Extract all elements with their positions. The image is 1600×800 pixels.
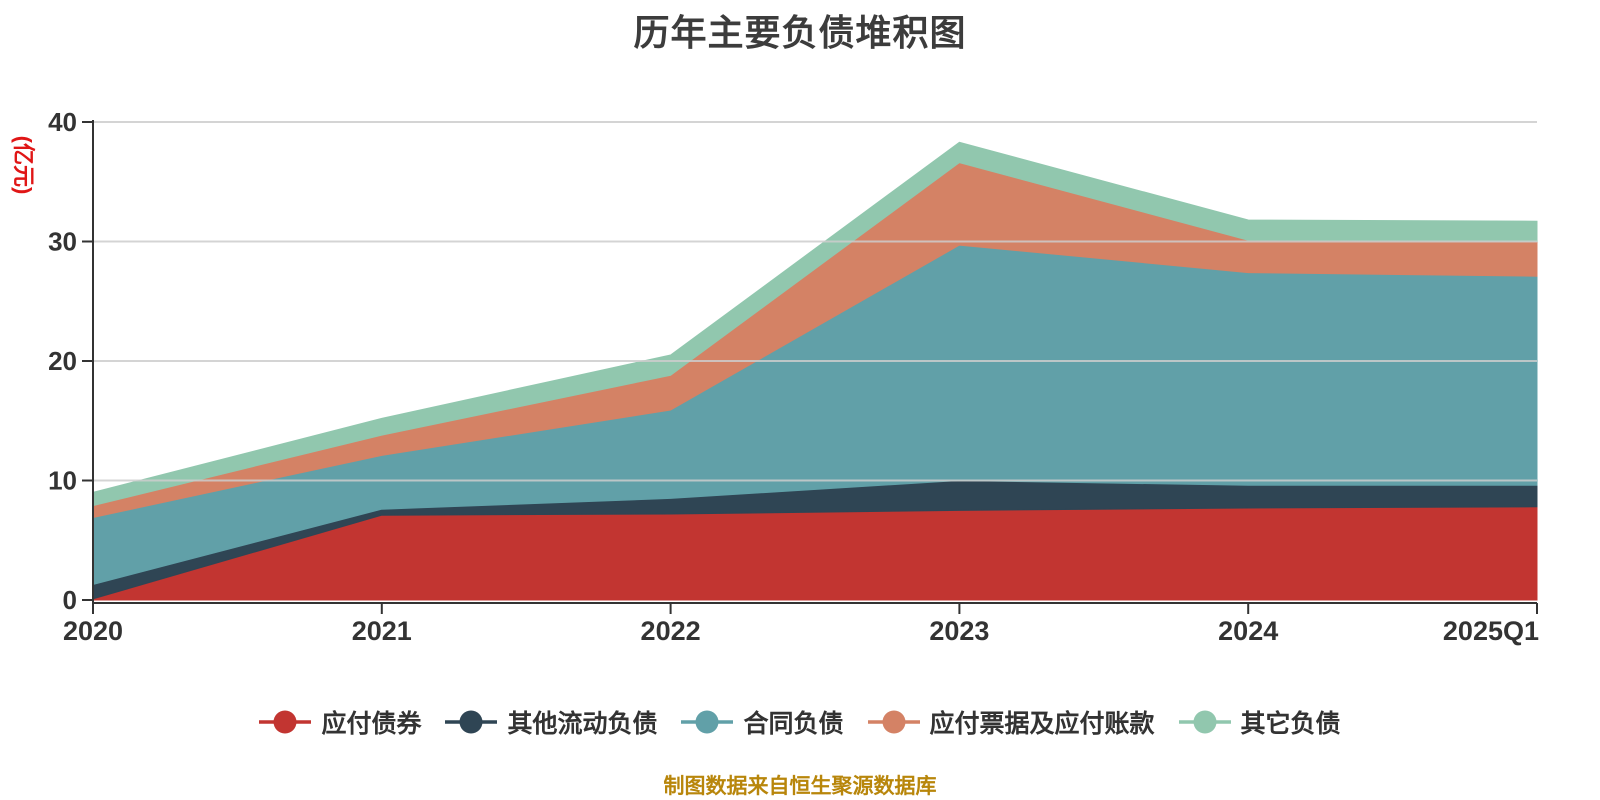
x-tick-label-0: 2020 xyxy=(63,616,123,646)
y-tick-label-3: 30 xyxy=(48,227,77,257)
legend-line-dot-icon xyxy=(681,710,734,734)
legend-item-3[interactable]: 应付票据及应付账款 xyxy=(867,704,1155,740)
y-tick-label-4: 40 xyxy=(48,107,77,137)
legend-item-label: 合同负债 xyxy=(743,710,844,738)
legend-item-label: 其它负债 xyxy=(1240,710,1341,738)
x-tick-label-5: 2025Q1 xyxy=(1443,616,1539,646)
legend-item-label: 应付债券 xyxy=(321,710,422,738)
legend-line-dot-icon xyxy=(1178,710,1231,734)
legend-item-1[interactable]: 其他流动负债 xyxy=(445,704,657,740)
y-tick-label-2: 20 xyxy=(48,346,77,376)
legend-item-label: 应付票据及应付账款 xyxy=(929,710,1155,738)
legend-item-label: 其他流动负债 xyxy=(507,710,658,738)
x-tick-label-4: 2024 xyxy=(1218,616,1278,646)
chart-caption: 制图数据来自恒生聚源数据库 xyxy=(663,775,937,798)
y-tick-label-0: 0 xyxy=(63,585,77,615)
legend-item-0[interactable]: 应付债券 xyxy=(259,704,421,740)
legend-line-dot-icon xyxy=(867,710,920,734)
chart-legend: 应付债券 其他流动负债 合同负债 应付票据及应付账款 其它负债 xyxy=(0,704,1600,740)
y-tick-label-1: 10 xyxy=(48,466,77,496)
legend-item-2[interactable]: 合同负债 xyxy=(681,704,844,740)
legend-item-4[interactable]: 其它负债 xyxy=(1178,704,1341,740)
x-tick-label-3: 2023 xyxy=(929,616,989,646)
page-title: 历年主要负债堆积图 xyxy=(633,12,967,53)
x-tick-label-1: 2021 xyxy=(352,616,412,646)
legend-line-dot-icon xyxy=(259,710,312,734)
x-tick-label-2: 2022 xyxy=(641,616,701,646)
legend-line-dot-icon xyxy=(445,710,498,734)
